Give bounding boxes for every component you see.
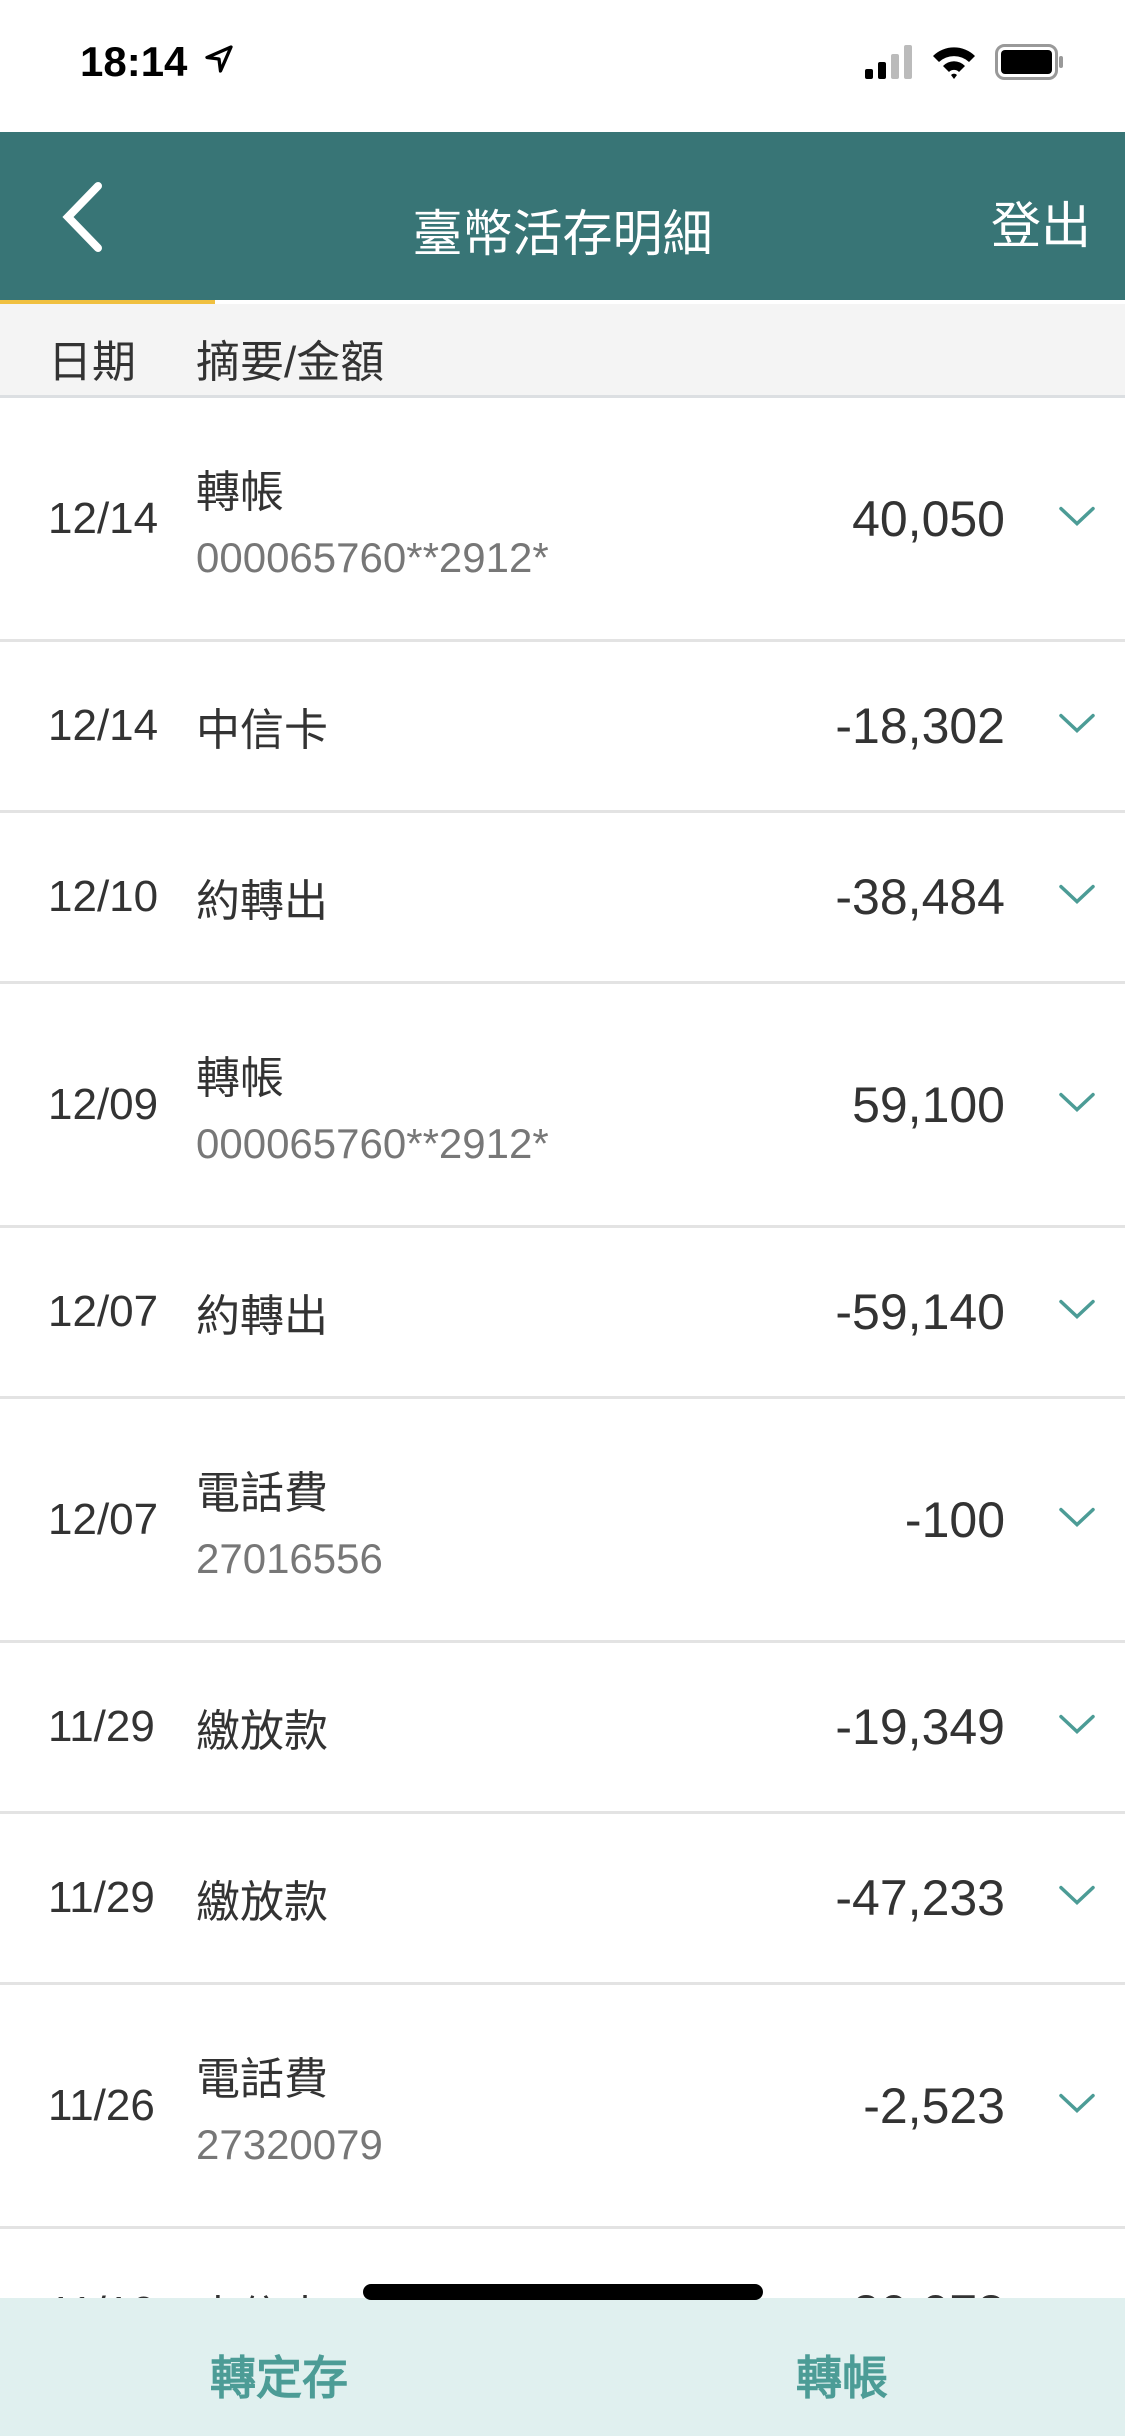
expand-chevron-icon[interactable]: [1057, 1884, 1097, 1908]
transaction-date: 12/10: [48, 872, 159, 921]
transaction-row[interactable]: 12/10 約轉出 -38,484: [0, 813, 1125, 984]
transaction-amount: -18,302: [835, 698, 1005, 754]
transaction-amount: -2,523: [863, 2077, 1005, 2134]
bottom-action-bar: 轉定存 轉帳: [0, 2298, 1125, 2436]
column-summary-amount: 摘要/金額: [196, 338, 385, 387]
transaction-reference: 000065760**2912*: [196, 1119, 549, 1167]
transaction-description: 中信卡: [196, 706, 328, 755]
transaction-description: 約轉出: [196, 1292, 328, 1341]
transaction-date: 12/14: [48, 701, 159, 750]
transaction-summary: 中信卡: [196, 694, 328, 758]
transaction-reference: 27016556: [196, 1534, 383, 1582]
expand-chevron-icon[interactable]: [1057, 712, 1097, 736]
transaction-row[interactable]: 12/14 轉帳 000065760**2912* 40,050: [0, 398, 1125, 642]
status-time: 18:14: [80, 38, 188, 85]
transaction-row[interactable]: 11/26 電話費 27320079 -2,523: [0, 1985, 1125, 2229]
transaction-date: 12/07: [48, 1494, 159, 1544]
transaction-row[interactable]: 12/07 電話費 27016556 -100: [0, 1399, 1125, 1643]
home-indicator[interactable]: [363, 2284, 763, 2300]
expand-chevron-icon[interactable]: [1057, 1090, 1097, 1114]
fixed-deposit-button[interactable]: 轉定存: [210, 2352, 348, 2404]
transaction-amount: -38,484: [835, 869, 1005, 925]
transaction-reference: 27320079: [196, 2120, 383, 2168]
transaction-summary: 轉帳 000065760**2912*: [196, 1042, 549, 1168]
transaction-row[interactable]: 12/09 轉帳 000065760**2912* 59,100: [0, 984, 1125, 1228]
column-date: 日期: [48, 338, 136, 387]
transaction-summary: 約轉出: [196, 865, 328, 929]
battery-icon: [995, 44, 1063, 80]
transaction-amount: -100: [904, 1491, 1005, 1548]
transaction-amount: -47,233: [835, 1870, 1005, 1926]
transaction-summary: 電話費 27016556: [196, 1457, 383, 1583]
column-header: 日期 摘要/金額: [0, 304, 1125, 398]
expand-chevron-icon[interactable]: [1057, 883, 1097, 907]
location-icon: [205, 45, 233, 73]
transaction-date: 11/29: [48, 1873, 155, 1922]
expand-chevron-icon[interactable]: [1057, 1505, 1097, 1529]
status-bar: 18:14: [0, 0, 1125, 132]
transaction-row[interactable]: 12/07 約轉出 -59,140: [0, 1228, 1125, 1399]
transaction-description: 電話費: [196, 1468, 328, 1518]
transaction-amount: -19,349: [835, 1699, 1005, 1755]
transfer-button[interactable]: 轉帳: [796, 2352, 888, 2404]
expand-chevron-icon[interactable]: [1057, 1713, 1097, 1737]
transaction-description: 約轉出: [196, 877, 328, 926]
page-title: 臺幣活存明細: [412, 206, 713, 262]
transaction-summary: 轉帳 000065760**2912*: [196, 456, 549, 582]
transaction-summary: 繳放款: [196, 1866, 328, 1930]
expand-chevron-icon[interactable]: [1057, 1298, 1097, 1322]
transaction-amount: 40,050: [852, 490, 1005, 547]
transaction-description: 繳放款: [196, 1878, 328, 1927]
transaction-description: 繳放款: [196, 1707, 328, 1756]
transaction-date: 12/09: [48, 1079, 159, 1129]
transaction-date: 12/07: [48, 1287, 159, 1336]
transaction-description: 電話費: [196, 2054, 328, 2104]
transaction-summary: 繳放款: [196, 1695, 328, 1759]
transaction-row[interactable]: 11/29 繳放款 -47,233: [0, 1814, 1125, 1985]
loading-progress-bar: [0, 300, 215, 304]
transaction-summary: 電話費 27320079: [196, 2043, 383, 2169]
expand-chevron-icon[interactable]: [1057, 504, 1097, 528]
transaction-row[interactable]: 11/29 繳放款 -19,349: [0, 1643, 1125, 1814]
nav-header: 臺幣活存明細 登出: [0, 132, 1125, 304]
transaction-amount: -59,140: [835, 1284, 1005, 1340]
transaction-amount: 59,100: [852, 1076, 1005, 1133]
signal-icon: [865, 45, 912, 79]
transaction-date: 11/26: [48, 2080, 155, 2130]
transaction-list: 12/14 轉帳 000065760**2912* 40,050 12/14 中信…: [0, 398, 1125, 2400]
transaction-description: 轉帳: [196, 467, 284, 517]
transaction-description: 轉帳: [196, 1053, 284, 1103]
back-chevron-icon[interactable]: [58, 182, 108, 252]
transaction-reference: 000065760**2912*: [196, 533, 549, 581]
expand-chevron-icon[interactable]: [1057, 2091, 1097, 2115]
transaction-date: 11/29: [48, 1702, 155, 1751]
transaction-summary: 約轉出: [196, 1280, 328, 1344]
wifi-icon: [933, 47, 975, 79]
logout-button[interactable]: 登出: [991, 198, 1091, 254]
transaction-row[interactable]: 12/14 中信卡 -18,302: [0, 642, 1125, 813]
transaction-date: 12/14: [48, 493, 159, 543]
